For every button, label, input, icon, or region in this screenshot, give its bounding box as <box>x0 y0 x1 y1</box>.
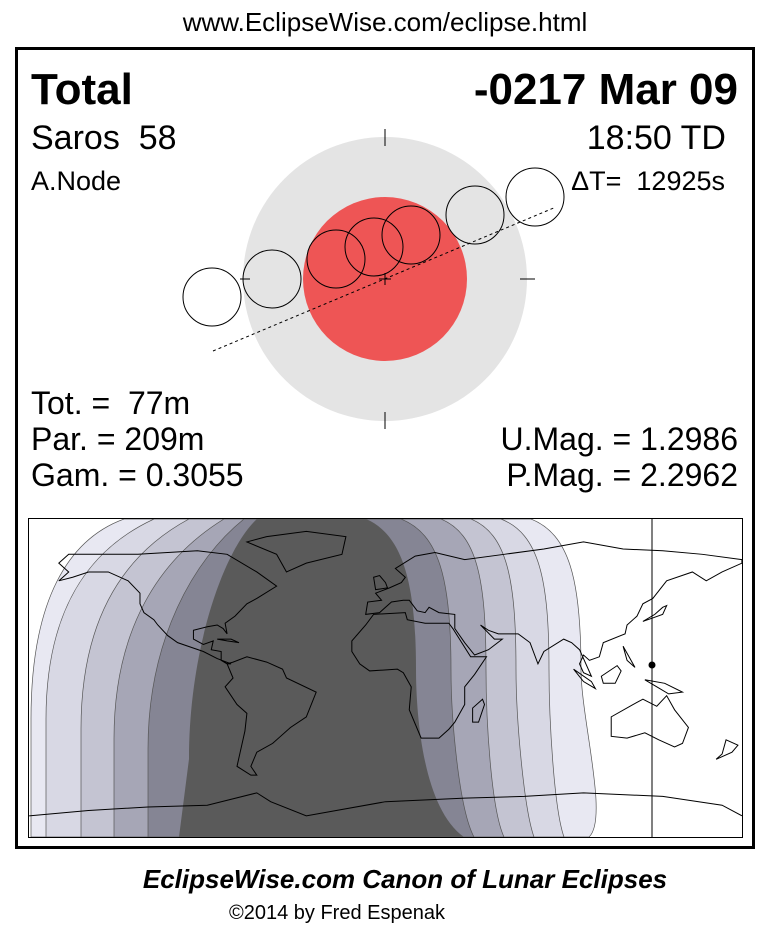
umbral-magnitude: U.Mag. = 1.2986 <box>500 421 738 457</box>
new-guinea <box>645 680 683 694</box>
moon-p1 <box>182 267 242 327</box>
coastlines <box>29 531 742 815</box>
eclipse-time: 18:50 TD <box>586 119 726 157</box>
moon-u3 <box>381 205 441 265</box>
australia <box>611 696 688 747</box>
delta-t: ΔT= 12925s <box>571 166 725 196</box>
borneo <box>601 666 621 684</box>
moon-u4 <box>445 185 505 245</box>
header-url[interactable]: www.EclipseWise.com/eclipse.html <box>182 7 588 37</box>
umbral-band <box>179 519 464 837</box>
eurasia <box>366 542 742 676</box>
visibility-map <box>28 518 743 838</box>
cuba <box>217 639 239 643</box>
eclipse-type: Total <box>31 65 133 114</box>
moon-positions <box>182 167 565 327</box>
philippines <box>623 646 635 667</box>
ecliptic-path <box>212 206 557 352</box>
eclipse-geometry-diagram <box>182 129 565 429</box>
great-britain <box>374 576 388 590</box>
moon-greatest <box>344 217 404 277</box>
eclipse-date: -0217 Mar 09 <box>473 65 738 114</box>
footer-title: EclipseWise.com Canon of Lunar Eclipses <box>142 864 668 894</box>
new-zealand <box>716 740 738 759</box>
saros-number: Saros 58 <box>31 119 177 157</box>
gamma: Gam. = 0.3055 <box>31 457 244 493</box>
visibility-bands <box>30 519 597 837</box>
moon-p4 <box>505 167 565 227</box>
japan <box>643 606 667 622</box>
sumatra <box>574 669 596 688</box>
antarctica <box>29 793 742 816</box>
north-america <box>59 551 277 664</box>
sub-lunar-point <box>648 661 656 669</box>
eclipse-panel <box>15 47 755 849</box>
node: A.Node <box>31 166 122 196</box>
partial-duration: Par. = 209m <box>31 421 205 457</box>
africa <box>352 613 487 738</box>
totality-duration: Tot. = 77m <box>31 385 191 421</box>
footer-copyright: ©2014 by Fred Espenak <box>229 902 445 924</box>
south-america <box>225 657 316 775</box>
moon-u1 <box>242 249 302 309</box>
moon-u2 <box>306 229 366 289</box>
madagascar <box>473 699 485 722</box>
greenland <box>247 531 346 572</box>
penumbral-magnitude: P.Mag. = 2.2962 <box>506 457 738 493</box>
